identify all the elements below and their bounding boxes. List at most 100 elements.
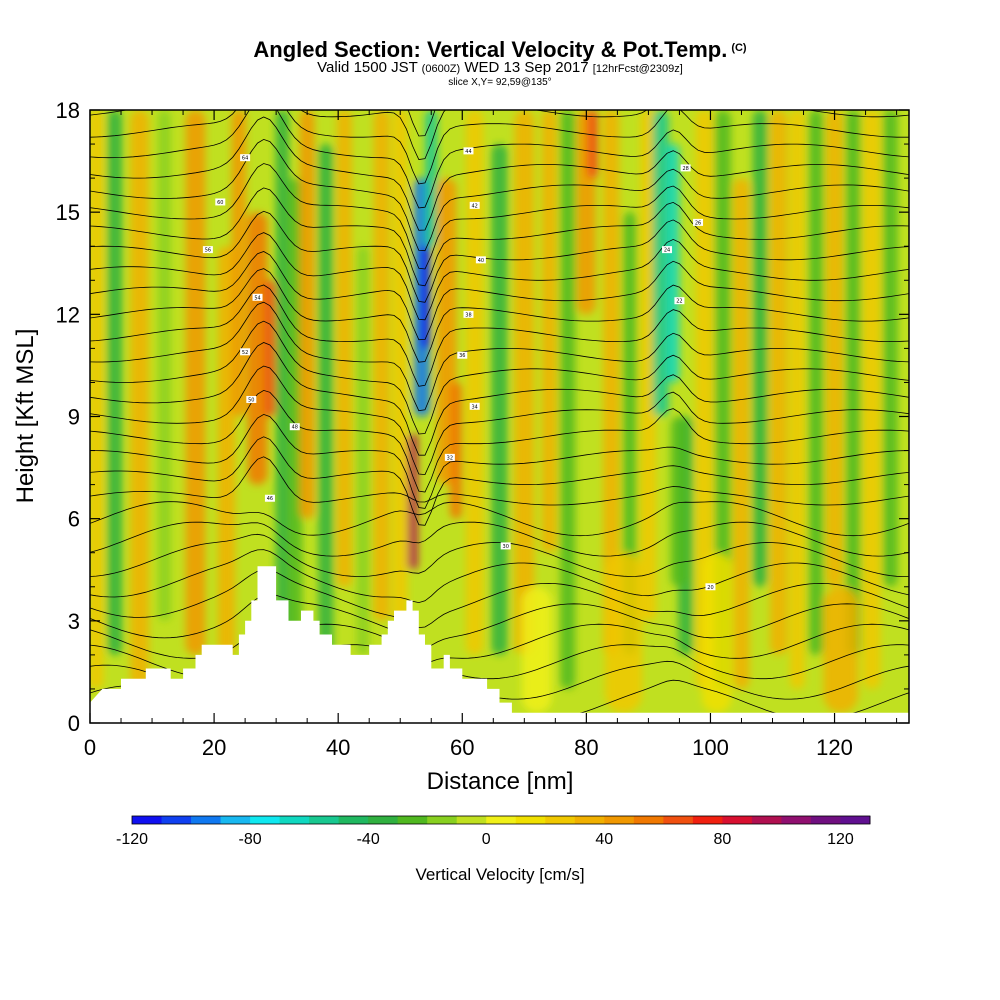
theta-contour bbox=[90, 138, 909, 252]
contour-label: 20 bbox=[707, 585, 713, 591]
colorbar-tick-label: -80 bbox=[239, 831, 262, 848]
theta-contour bbox=[90, 320, 909, 435]
colorbar-tick-label: 80 bbox=[714, 831, 732, 848]
colorbar-swatch bbox=[810, 816, 841, 824]
velocity-streak-3 bbox=[158, 110, 171, 621]
colorbar-swatch bbox=[633, 816, 664, 824]
colorbar-swatch bbox=[663, 816, 694, 824]
title-units: (C) bbox=[731, 42, 747, 54]
contour-label-bg bbox=[705, 583, 716, 591]
theta-contour bbox=[90, 521, 909, 557]
contour-label-bg bbox=[500, 542, 511, 550]
colorbar-swatch bbox=[486, 816, 517, 824]
velocity-streak-38 bbox=[733, 178, 750, 689]
theta-contour bbox=[90, 594, 909, 649]
velocity-streak-0 bbox=[90, 110, 104, 689]
contour-label: 56 bbox=[205, 248, 211, 254]
contour-label: 32 bbox=[447, 455, 453, 461]
theta-contour bbox=[90, 456, 909, 506]
x-axis: 0 20 40 60 80 100 120 bbox=[84, 110, 898, 760]
velocity-streak-42 bbox=[808, 110, 824, 655]
velocity-streak-44 bbox=[845, 110, 861, 655]
theta-contour bbox=[90, 365, 909, 476]
contour-label-bg bbox=[463, 147, 474, 155]
colorbar-swatch bbox=[250, 816, 281, 824]
theta-contour bbox=[90, 110, 909, 185]
colorbar-swatch bbox=[368, 816, 399, 824]
contour-label-bg bbox=[463, 310, 474, 318]
contour-label-bg bbox=[457, 351, 468, 359]
velocity-streak-11 bbox=[299, 110, 315, 519]
contour-label: 28 bbox=[682, 166, 688, 172]
contour-label: 38 bbox=[465, 312, 471, 318]
contour-label: 26 bbox=[695, 220, 701, 226]
contour-label-bg bbox=[264, 494, 275, 502]
theta-contour bbox=[90, 116, 909, 231]
colorbar-swatch bbox=[309, 816, 340, 824]
x-tick-label: 0 bbox=[84, 735, 96, 760]
contour-label-bg bbox=[246, 395, 257, 403]
theta-contour bbox=[90, 251, 909, 341]
theta-contour bbox=[90, 110, 909, 209]
colorbar-swatch bbox=[604, 816, 635, 824]
colorbar-swatch bbox=[574, 816, 605, 824]
contour-label: 52 bbox=[242, 350, 248, 356]
velocity-streak-26 bbox=[541, 110, 557, 553]
colorbar-frame bbox=[131, 815, 871, 825]
colorbar-swatch bbox=[692, 816, 723, 824]
colorbar-swatch bbox=[427, 816, 458, 824]
velocity-streak-10 bbox=[287, 178, 303, 655]
colorbar-tick-label: -120 bbox=[116, 831, 148, 848]
velocity-streak-29 bbox=[586, 110, 599, 179]
velocity-streak-33 bbox=[652, 110, 669, 417]
theta-contour bbox=[90, 268, 909, 363]
colorbar-swatch bbox=[456, 816, 487, 824]
velocity-streak-2 bbox=[130, 110, 149, 689]
velocity-streak-6 bbox=[231, 110, 247, 417]
colorbar-swatch bbox=[279, 816, 310, 824]
contour-label-bg bbox=[252, 293, 263, 301]
contour-label-bg bbox=[469, 201, 480, 209]
colorbar-swatch bbox=[840, 816, 871, 824]
valid-date: WED 13 Sep 2017 bbox=[464, 59, 589, 76]
colorbar-swatch bbox=[191, 816, 222, 824]
x-tick-label: 100 bbox=[692, 735, 729, 760]
colorbar-swatch bbox=[338, 816, 369, 824]
valid-zulu: (0600Z) bbox=[421, 63, 461, 75]
contour-label-bg bbox=[202, 246, 213, 254]
velocity-streak-8 bbox=[264, 280, 276, 417]
chart-title: Angled Section: Vertical Velocity & Pot.… bbox=[0, 36, 1000, 62]
velocity-streak-24 bbox=[491, 144, 508, 655]
velocity-streak-50 bbox=[823, 586, 859, 713]
colorbar-tick-label: 120 bbox=[827, 831, 854, 848]
colorbar-tick-label: 40 bbox=[595, 831, 613, 848]
contour-label-bg bbox=[444, 453, 455, 461]
colorbar-swatch bbox=[722, 816, 753, 824]
velocity-streak-30 bbox=[603, 110, 620, 655]
y-tick-label: 12 bbox=[56, 302, 80, 327]
contour-label-bg bbox=[662, 246, 673, 254]
velocity-streak-22 bbox=[449, 382, 463, 519]
theta-contour bbox=[90, 533, 909, 577]
velocity-streak-13 bbox=[336, 110, 352, 587]
y-tick-label: 3 bbox=[68, 609, 80, 634]
velocity-streak-9 bbox=[275, 110, 290, 689]
velocity-streak-19 bbox=[420, 246, 430, 349]
theta-contour bbox=[90, 413, 909, 509]
contour-label: 34 bbox=[471, 404, 477, 410]
y-tick-label: 6 bbox=[68, 507, 80, 532]
title-block: Angled Section: Vertical Velocity & Pot.… bbox=[0, 36, 1000, 89]
contour-label-bg bbox=[240, 154, 251, 162]
x-tick-label: 120 bbox=[816, 735, 853, 760]
colorbar-tick-label: 0 bbox=[482, 831, 491, 848]
colorbar-swatch bbox=[545, 816, 576, 824]
contour-label: 50 bbox=[248, 397, 254, 403]
theta-contour-labels: 64 60 56 54 52 50 48 46 44 42 40 38 36 34 32 30 28 26 24 22… bbox=[202, 147, 716, 591]
velocity-streak-12 bbox=[318, 144, 334, 655]
velocity-streak-37 bbox=[714, 110, 731, 689]
theta-contour bbox=[90, 569, 909, 629]
colorbar-swatch bbox=[161, 816, 192, 824]
velocity-streak-46 bbox=[882, 110, 898, 587]
